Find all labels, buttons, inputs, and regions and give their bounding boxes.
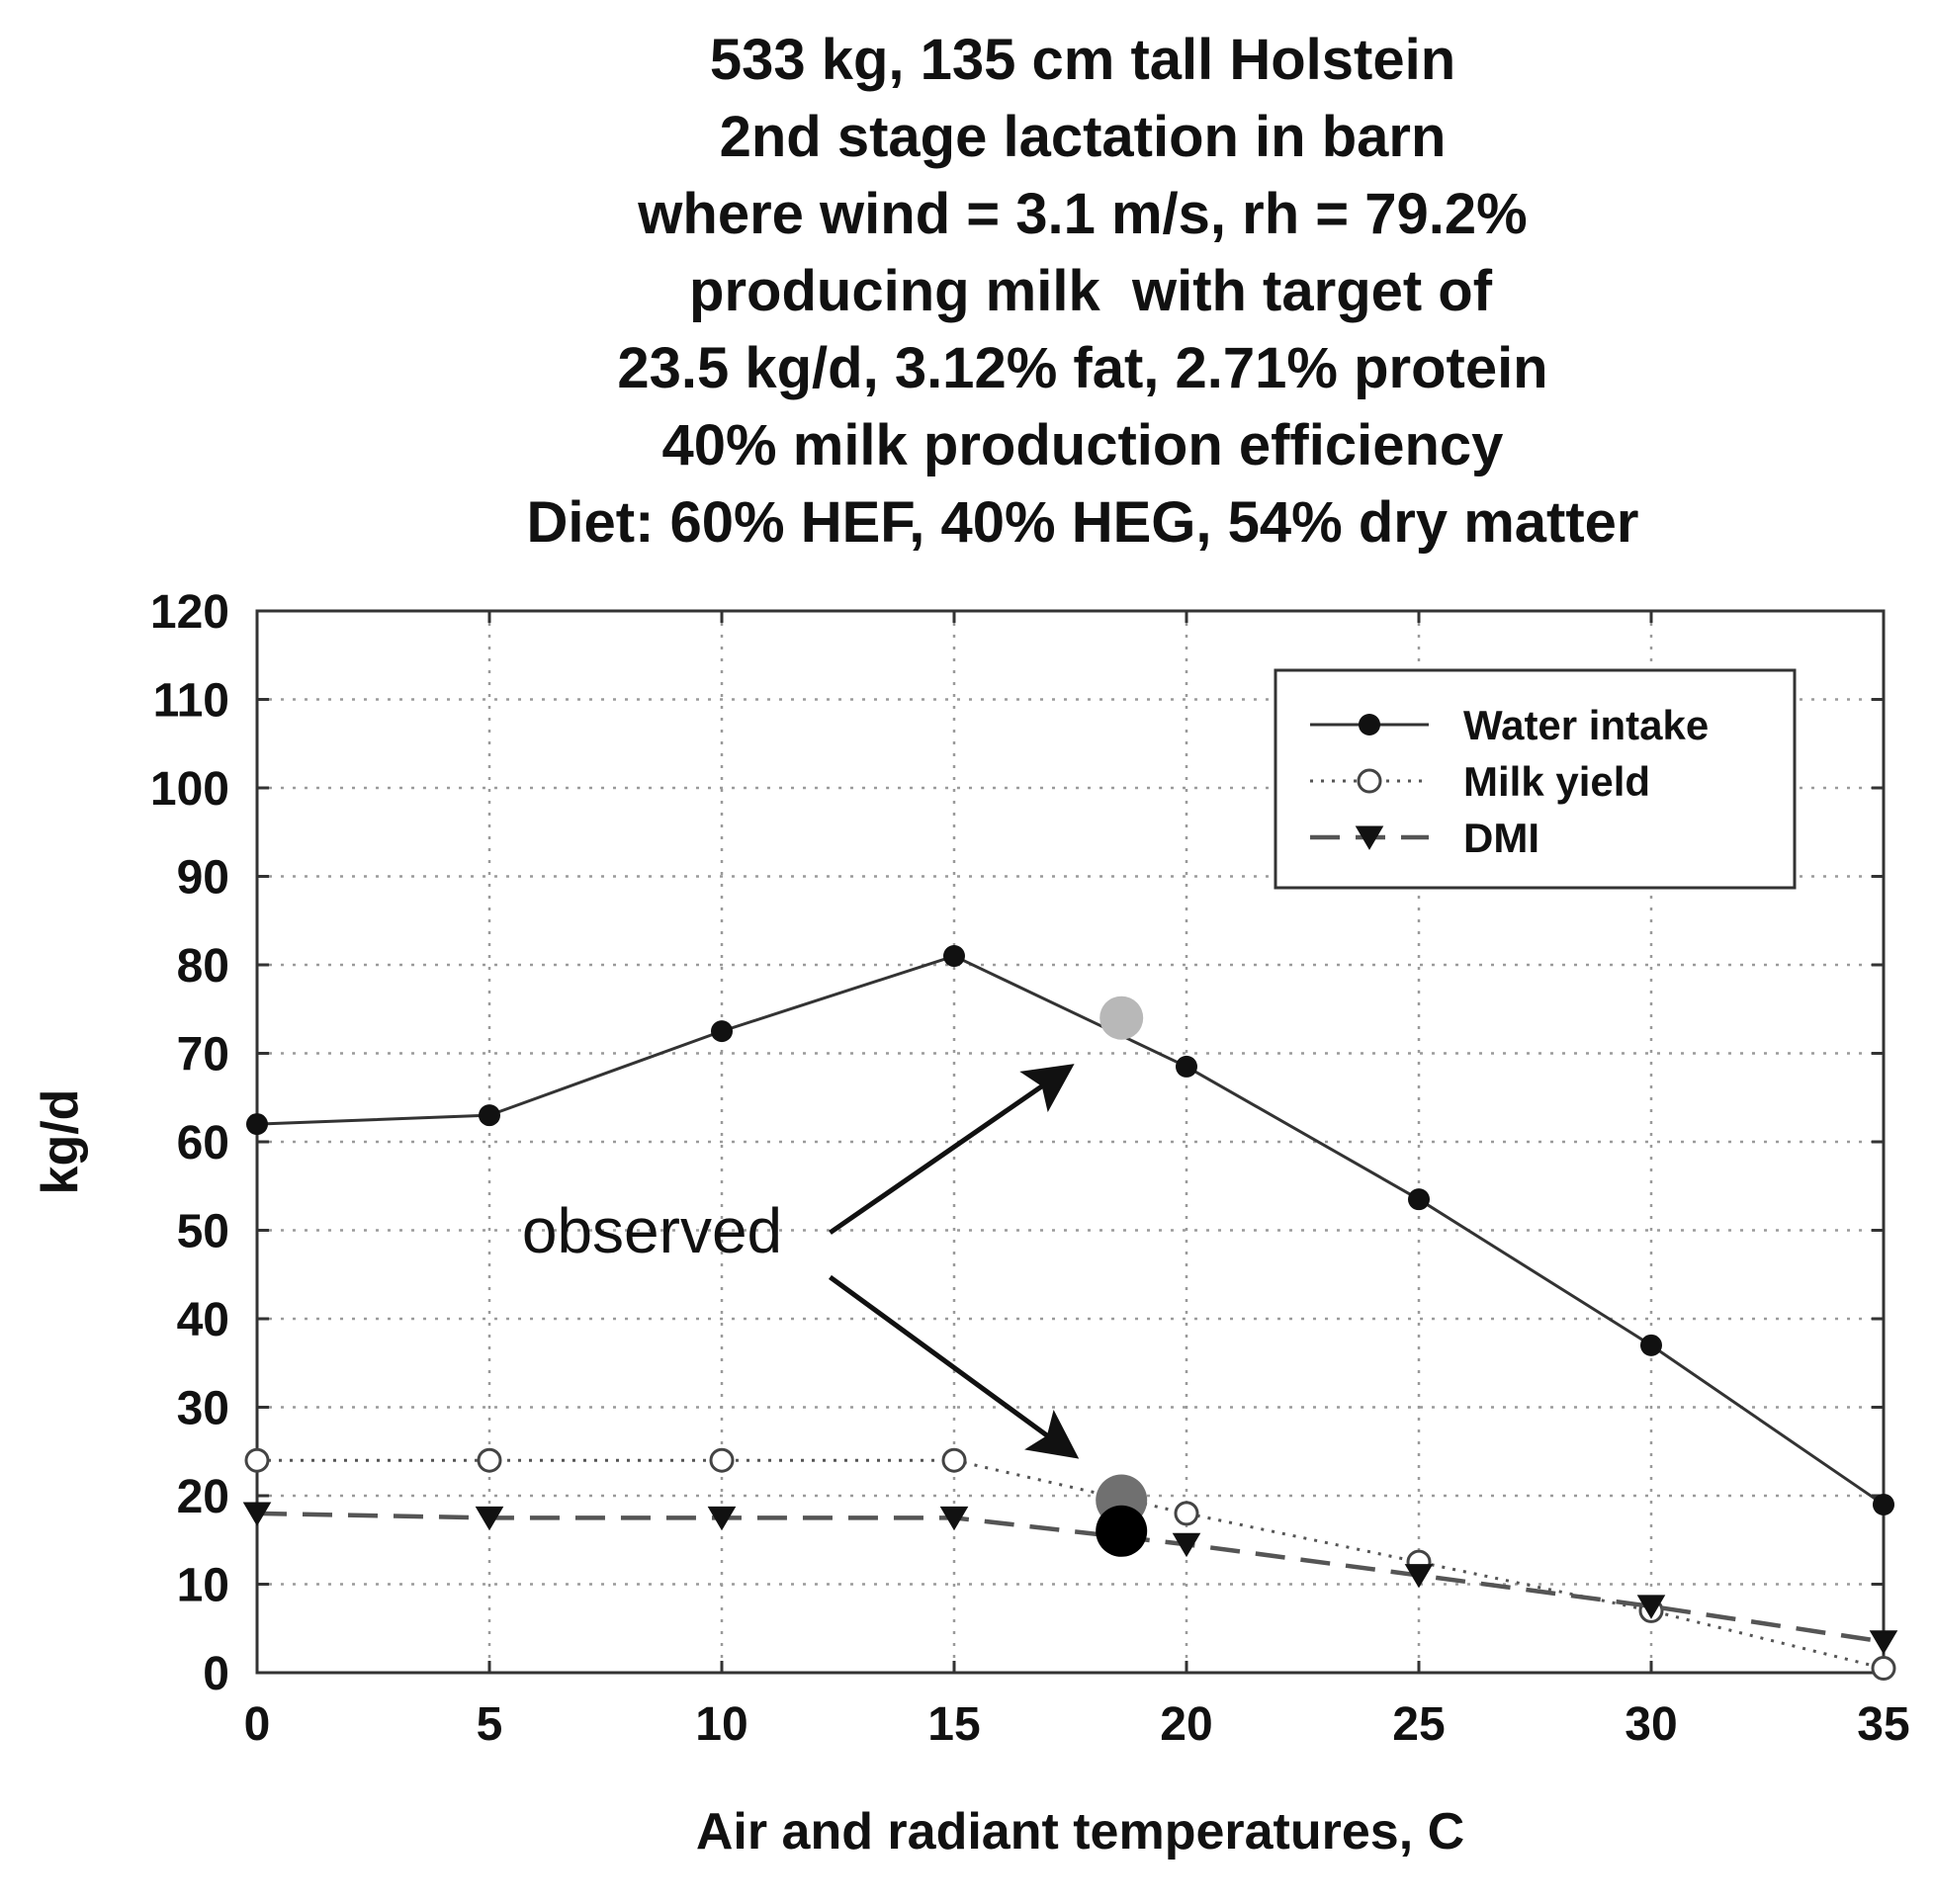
data-point-series-3 [242,1502,272,1526]
plot-series [242,945,1898,1682]
x-tick-label: 5 [477,1698,503,1751]
y-tick-label: 100 [150,763,229,816]
title-line-2: 2nd stage lactation in barn [719,105,1447,169]
legend: Water intake Milk yield DMI [1274,668,1797,890]
y-tick-label: 60 [177,1117,229,1169]
observed-point [1096,1505,1148,1557]
series-line-2 [257,1458,1885,1670]
data-point-series-2 [477,1447,502,1473]
data-point-series-2 [709,1447,735,1473]
y-tick-label: 90 [177,852,229,905]
data-point-series-3 [707,1506,737,1531]
data-point-series-1 [246,1113,268,1136]
x-tick-label: 10 [695,1698,747,1751]
x-tick-label: 35 [1857,1698,1909,1751]
y-tick-label: 70 [177,1029,229,1082]
y-tick-label: 10 [177,1560,229,1612]
axes: 0 5 10 15 20 25 30 35 0 10 20 30 40 50 60 70 80 90 100 110 1… [32,586,1910,1861]
chart-title: 533 kg, 135 cm tall Holstein 2nd stage l… [0,22,1933,562]
data-point-series-2 [244,1447,270,1473]
data-point-series-3 [1869,1630,1898,1655]
title-line-7: Diet: 60% HEF, 40% HEG, 54% dry matter [526,490,1639,555]
data-point-series-2 [1174,1501,1199,1526]
legend-marker-1 [1359,714,1380,736]
y-tick-label: 120 [150,586,229,639]
series-line-3 [256,1511,1885,1644]
observed-point [1099,995,1144,1040]
legend-marker-3 [1355,825,1384,850]
legend-marker-2 [1357,768,1382,794]
y-tick-label: 80 [177,940,229,993]
x-tick-label: 25 [1392,1698,1445,1751]
title-line-6: 40% milk production efficiency [661,413,1504,477]
data-point-series-3 [1636,1595,1666,1619]
x-axis-label: Air and radiant temperatures, C [696,1803,1464,1861]
annotation-text: observed [522,1195,782,1266]
y-tick-label: 0 [203,1648,229,1700]
data-point-series-1 [943,945,965,968]
y-tick-label: 40 [177,1294,229,1346]
x-tick-label: 20 [1160,1698,1212,1751]
y-tick-label: 110 [153,675,229,728]
data-point-series-1 [1408,1188,1430,1211]
annotation: observed [522,1064,1080,1459]
y-axis-label: kg/d [32,1089,89,1195]
series-line-1 [256,954,1885,1507]
data-point-series-3 [939,1506,969,1531]
data-point-series-3 [1172,1532,1201,1558]
x-tick-label: 15 [927,1698,980,1751]
legend-label-1: Water intake [1463,702,1709,748]
legend-label-3: DMI [1463,815,1539,861]
title-line-5: 23.5 kg/d, 3.12% fat, 2.71% protein [617,336,1548,400]
title-line-1: 533 kg, 135 cm tall Holstein [709,28,1456,92]
data-point-series-1 [1640,1334,1662,1356]
annotation-arrow-down [829,1274,1080,1459]
title-line-4: producing milk with target of [672,259,1493,323]
data-point-series-1 [711,1020,733,1043]
data-point-series-1 [1873,1493,1894,1515]
x-tick-label: 30 [1625,1698,1677,1751]
data-point-series-2 [1871,1656,1896,1682]
legend-label-2: Milk yield [1463,758,1650,805]
data-point-series-1 [479,1104,500,1127]
x-tick-label: 0 [244,1698,271,1751]
data-point-series-3 [475,1506,504,1531]
y-tick-label: 30 [177,1383,229,1435]
y-tick-label: 20 [177,1471,229,1523]
data-point-series-2 [941,1447,967,1473]
data-point-series-3 [1404,1564,1434,1589]
y-tick-label: 50 [177,1206,229,1258]
data-point-series-1 [1176,1055,1197,1078]
annotation-arrow-up [829,1064,1075,1235]
title-line-3: where wind = 3.1 m/s, rh = 79.2% [638,182,1528,246]
observed-points [1096,995,1148,1557]
